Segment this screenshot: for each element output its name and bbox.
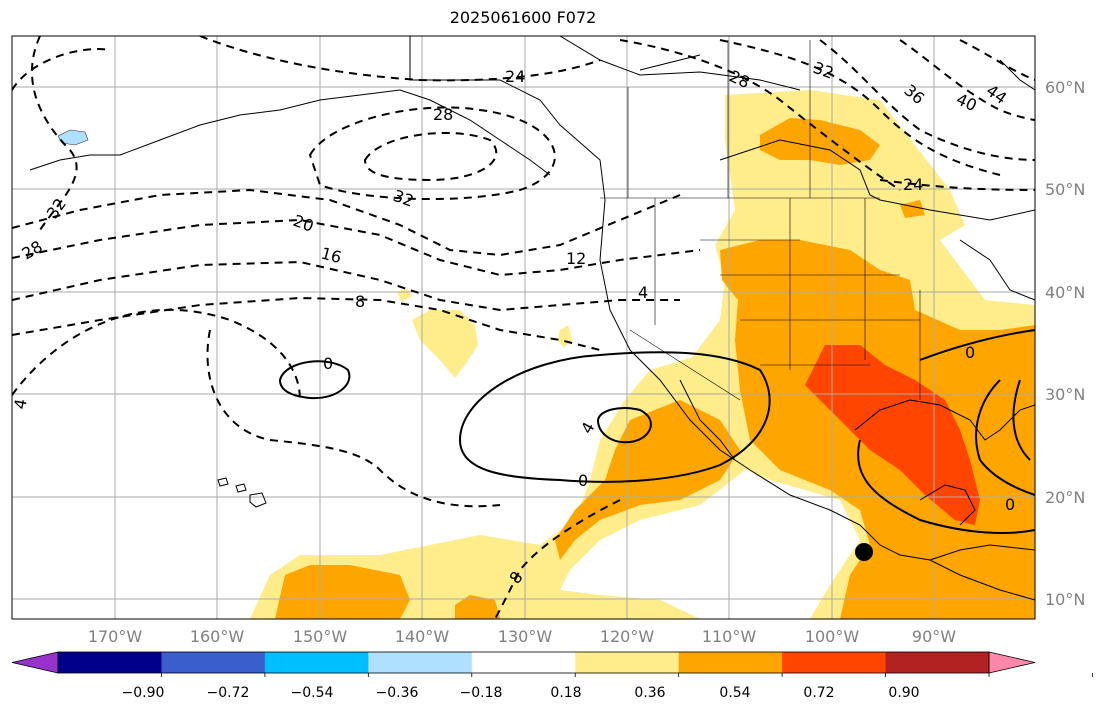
location-marker bbox=[855, 543, 873, 561]
lat-tick-label: 40°N bbox=[1045, 283, 1085, 302]
colorbar-frame bbox=[57, 651, 990, 674]
lat-tick-label: 20°N bbox=[1045, 488, 1085, 507]
colorbar-tick-label: 0.72 bbox=[803, 685, 834, 701]
colorbar-tick-label: −0.90 bbox=[122, 685, 165, 701]
colorbar-extend-high bbox=[988, 651, 1036, 674]
colorbar-tick-label: 0.36 bbox=[634, 685, 665, 701]
contour-label: 4 bbox=[10, 397, 30, 410]
contour-label: 4 bbox=[638, 283, 648, 302]
colorbar-segment bbox=[368, 652, 473, 673]
lat-tick-label: 60°N bbox=[1045, 78, 1085, 97]
colorbar-tick-label: −0.72 bbox=[207, 685, 250, 701]
contour-label: 0 bbox=[323, 354, 333, 373]
colorbar-tick-label: 0.18 bbox=[550, 685, 581, 701]
lon-tick-label: 130°W bbox=[498, 627, 553, 646]
colorbar bbox=[11, 651, 1093, 677]
contour-label: 24 bbox=[903, 175, 923, 194]
contour-label: 12 bbox=[566, 249, 586, 268]
colorbar-tick-labels: −0.90 −0.72 −0.54 −0.36 −0.18 0.18 0.36 … bbox=[122, 685, 920, 701]
lon-tick-label: 140°W bbox=[395, 627, 450, 646]
lon-tick-labels: 170°W 160°W 150°W 140°W 130°W 120°W 110°… bbox=[88, 627, 956, 646]
contour-label: 0 bbox=[1005, 495, 1015, 514]
colorbar-segment bbox=[885, 652, 990, 673]
lon-tick-label: 120°W bbox=[600, 627, 655, 646]
lat-tick-labels: 10°N 20°N 30°N 40°N 50°N 60°N bbox=[1045, 78, 1085, 609]
colorbar-tick-label: −0.54 bbox=[291, 685, 334, 701]
contour-lines bbox=[12, 36, 1035, 619]
fill-mid-sw bbox=[275, 565, 410, 619]
lat-tick-label: 30°N bbox=[1045, 385, 1085, 404]
contour-label: 8 bbox=[355, 292, 365, 311]
lon-tick-label: 170°W bbox=[88, 627, 143, 646]
hawaii-islands bbox=[217, 477, 267, 508]
contour-label: 24 bbox=[505, 67, 525, 86]
colorbar-tick-label: −0.36 bbox=[376, 685, 419, 701]
colorbar-extend-low bbox=[11, 651, 59, 674]
colorbar-tick-label: 0.90 bbox=[888, 685, 919, 701]
colorbar-tick-label: 0.54 bbox=[719, 685, 750, 701]
colorbar-segment bbox=[264, 652, 369, 673]
contour-label: 28 bbox=[433, 105, 453, 124]
state-borders bbox=[600, 40, 921, 401]
fill-mid-north bbox=[760, 118, 880, 165]
fill-high bbox=[805, 345, 980, 525]
lon-tick-label: 150°W bbox=[293, 627, 348, 646]
colorbar-segment bbox=[575, 652, 680, 673]
lat-tick-label: 10°N bbox=[1045, 590, 1085, 609]
map-frame bbox=[11, 35, 1036, 620]
fill-mid-sw2 bbox=[455, 595, 500, 619]
colorbar-segment bbox=[471, 652, 576, 673]
contour-label: 16 bbox=[319, 244, 344, 268]
contour-label: 0 bbox=[578, 471, 588, 490]
fill-light-pacific bbox=[412, 310, 478, 378]
lon-tick-label: 100°W bbox=[805, 627, 860, 646]
lon-tick-label: 160°W bbox=[190, 627, 245, 646]
colorbar-segment bbox=[58, 652, 162, 673]
colorbar-segment bbox=[782, 652, 887, 673]
colorbar-tick-label: −0.18 bbox=[460, 685, 503, 701]
lon-tick-label: 110°W bbox=[702, 627, 757, 646]
fill-neg-small bbox=[57, 129, 89, 146]
lat-tick-label: 50°N bbox=[1045, 180, 1085, 199]
contour-label: 0 bbox=[965, 343, 975, 362]
map-title: 2025061600 F072 bbox=[449, 8, 597, 27]
colorbar-segment bbox=[678, 652, 783, 673]
fill-mid-east-north bbox=[900, 200, 925, 218]
colorbar-segment bbox=[161, 652, 266, 673]
lon-tick-label: 90°W bbox=[912, 627, 956, 646]
